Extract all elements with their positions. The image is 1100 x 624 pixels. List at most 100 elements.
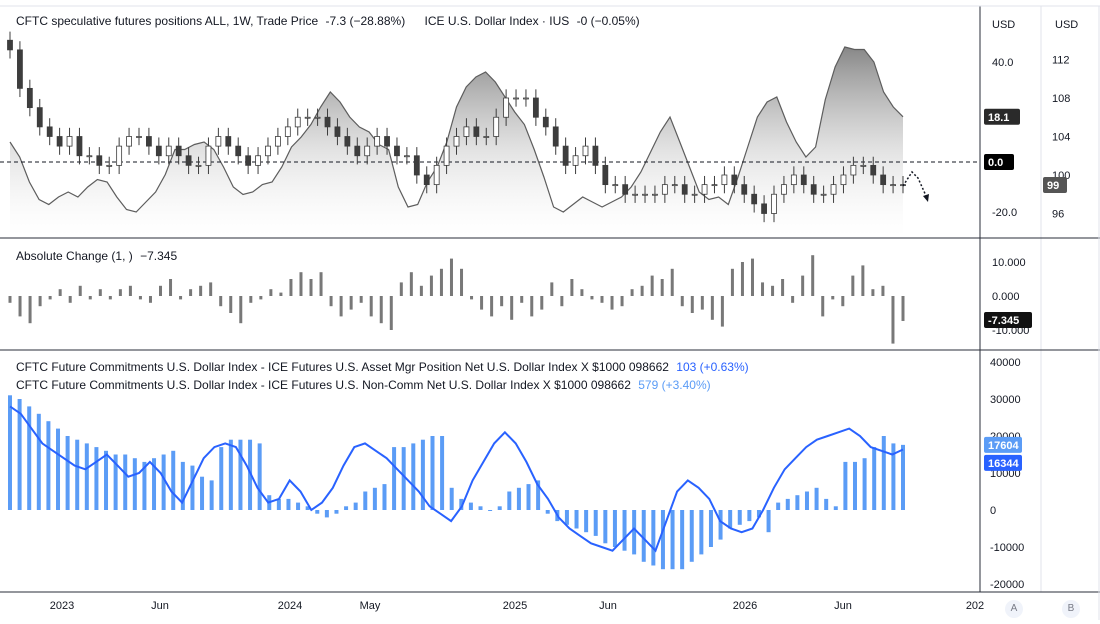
left-axis-tick: 40.0 bbox=[992, 57, 1013, 69]
absolute-change-bar bbox=[159, 285, 163, 296]
asset-mgr-bar bbox=[804, 491, 809, 510]
asset-mgr-bar bbox=[449, 487, 454, 510]
absolute-change-bar bbox=[339, 296, 343, 317]
change-last-badge: -7.345 bbox=[988, 315, 1019, 327]
asset-mgr-bar bbox=[65, 436, 70, 510]
time-axis-label: 2026 bbox=[733, 600, 757, 612]
absolute-change-bar bbox=[861, 265, 865, 296]
absolute-change-bar bbox=[500, 296, 504, 307]
asset-mgr-bar bbox=[651, 510, 656, 566]
asset-mgr-bar bbox=[27, 406, 32, 510]
absolute-change-bar bbox=[309, 279, 313, 296]
commitments-panel bbox=[8, 395, 905, 570]
commitments-axis-tick: 40000 bbox=[990, 357, 1021, 369]
asset-mgr-bar bbox=[632, 510, 637, 555]
asset-mgr-bar bbox=[699, 510, 704, 555]
time-axis-label: 2023 bbox=[50, 600, 74, 612]
panel1-legend-value: -7.3 (−28.88%) bbox=[325, 14, 406, 28]
asset-mgr-bar bbox=[324, 510, 329, 518]
absolute-change-bar bbox=[269, 289, 273, 296]
asset-mgr-bar bbox=[56, 428, 61, 510]
dxy-candle-body bbox=[165, 145, 172, 157]
panel1-legend-series2: ICE U.S. Dollar Index · IUS bbox=[424, 14, 570, 28]
absolute-change-bar bbox=[169, 279, 173, 296]
absolute-change-bar bbox=[449, 258, 453, 296]
price-axes[interactable]: 40.00.0-20.01121081041009618.10.09910.00… bbox=[984, 55, 1070, 592]
dxy-candle-body bbox=[830, 184, 837, 195]
non-comm-last-badge-bg bbox=[984, 454, 1022, 471]
scale-a-button[interactable]: A bbox=[1005, 600, 1023, 618]
dxy-candle-body bbox=[711, 184, 718, 187]
dxy-candle-body bbox=[364, 145, 371, 157]
asset-mgr-bar bbox=[824, 498, 829, 510]
absolute-change-bar bbox=[219, 296, 223, 307]
absolute-change-bar bbox=[349, 296, 353, 310]
asset-mgr-bar bbox=[382, 484, 387, 510]
dxy-candle-body bbox=[453, 136, 460, 147]
absolute-change-bar bbox=[68, 296, 72, 303]
asset-mgr-bar bbox=[488, 510, 493, 511]
asset-mgr-bar bbox=[334, 510, 339, 514]
asset-mgr-bar bbox=[392, 447, 397, 510]
asset-mgr-bar bbox=[171, 450, 176, 510]
dxy-candle-body bbox=[66, 136, 73, 147]
asset-mgr-bar bbox=[401, 447, 406, 510]
asset-mgr-bar bbox=[766, 510, 771, 533]
asset-mgr-bar bbox=[564, 510, 569, 525]
asset-mgr-bar bbox=[536, 480, 541, 510]
absolute-change-bar bbox=[78, 285, 82, 296]
absolute-change-bar bbox=[329, 296, 333, 307]
absolute-change-bar bbox=[138, 296, 142, 300]
panel1-legend: CFTC speculative futures positions ALL, … bbox=[16, 14, 640, 28]
absolute-change-bar bbox=[470, 296, 474, 300]
dxy-candle-body bbox=[86, 155, 93, 158]
left-axis-unit-label[interactable]: USD bbox=[992, 19, 1016, 31]
time-axis[interactable]: 2023 Jun 2024 May 2025 Jun 2026 Jun 202 bbox=[50, 600, 984, 612]
absolute-change-bar bbox=[781, 279, 785, 296]
absolute-change-bar bbox=[439, 268, 443, 296]
dxy-last-badge-bg bbox=[1043, 177, 1067, 193]
absolute-change-bar bbox=[179, 296, 183, 300]
asset-mgr-bar bbox=[286, 498, 291, 510]
absolute-change-bar bbox=[18, 296, 22, 317]
dxy-candle-body bbox=[116, 145, 123, 166]
scale-b-button[interactable]: B bbox=[1062, 600, 1080, 618]
dxy-candle-body bbox=[344, 136, 351, 147]
asset-mgr-bar bbox=[689, 510, 694, 562]
dxy-candle-body bbox=[552, 126, 559, 147]
dxy-candle-body bbox=[17, 49, 23, 89]
asset-mgr-bar bbox=[872, 447, 877, 510]
asset-mgr-bar bbox=[152, 458, 157, 510]
dxy-candle-body bbox=[632, 193, 638, 196]
absolute-change-bar bbox=[289, 279, 293, 296]
dxy-candle-body bbox=[26, 87, 33, 109]
dxy-candle-body bbox=[652, 193, 658, 196]
asset-mgr-bar bbox=[353, 502, 358, 510]
absolute-change-bar bbox=[38, 296, 42, 307]
absolute-change-bar bbox=[821, 296, 825, 317]
asset-mgr-bar bbox=[516, 487, 521, 510]
asset-mgr-bar bbox=[209, 480, 214, 510]
asset-mgr-bar bbox=[132, 458, 137, 510]
asset-mgr-bar bbox=[660, 510, 665, 570]
dxy-candle-body bbox=[721, 174, 728, 186]
asset-mgr-bar bbox=[161, 454, 166, 510]
commitments-axis-tick: 30000 bbox=[990, 394, 1021, 406]
dxy-candle-body bbox=[413, 155, 420, 176]
asset-mgr-bar bbox=[75, 439, 80, 510]
asset-mgr-bar bbox=[843, 461, 848, 510]
projection-arrow-dotted bbox=[902, 170, 928, 199]
asset-mgr-bar bbox=[795, 495, 800, 510]
asset-mgr-bar bbox=[84, 443, 89, 510]
dxy-candle-body bbox=[56, 136, 63, 147]
absolute-change-bar bbox=[510, 296, 514, 320]
dxy-candle-body bbox=[304, 116, 311, 119]
right-axis-unit-label[interactable]: USD bbox=[1055, 19, 1079, 31]
absolute-change-bar bbox=[720, 296, 724, 327]
asset-mgr-bar bbox=[36, 413, 41, 510]
time-axis-label: Jun bbox=[599, 600, 617, 612]
dxy-candle-body bbox=[661, 184, 668, 195]
dxy-candle-body bbox=[483, 136, 490, 138]
absolute-change-bar bbox=[871, 289, 875, 296]
